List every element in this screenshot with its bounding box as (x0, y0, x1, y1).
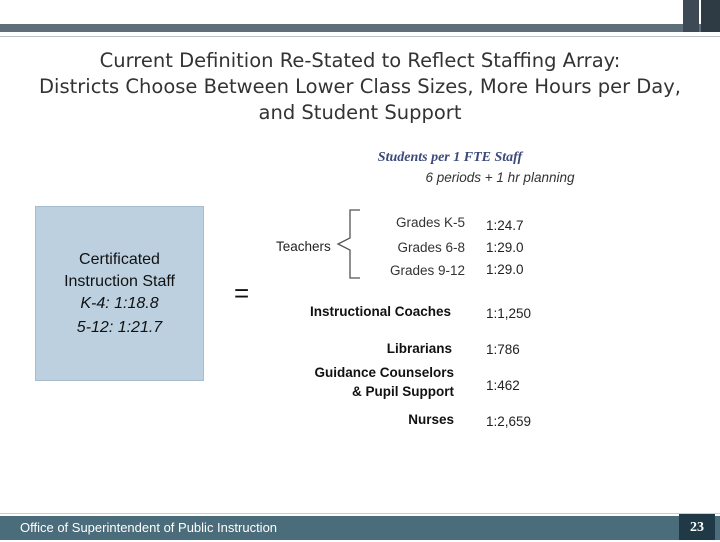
certificated-ratio-k4: K-4: 1:18.8 (80, 295, 159, 312)
footer-org-name: Office of Superintendent of Public Instr… (20, 520, 278, 535)
role-label-guidance-counselors: Guidance Counselors & Pupil Support (314, 365, 454, 399)
role-ratio-librarians: 1:786 (486, 342, 520, 357)
grade-label-912: Grades 9-12 (389, 263, 465, 278)
role-ratio-nurses: 1:2,659 (486, 414, 532, 429)
grade-ratio-k5: 1:24.7 (486, 218, 524, 233)
slide-title: Current Definition Re-Stated to Reflect … (39, 49, 681, 124)
subhead-students-per-fte: Students per 1 FTE Staff (377, 150, 523, 165)
header-divider (0, 36, 720, 37)
grades-brace-icon (336, 209, 360, 279)
equals-sign: = (234, 278, 250, 308)
role-label-nurses: Nurses (408, 412, 454, 427)
page-number-badge: 23 (679, 514, 715, 540)
header-accent-block-dark (701, 0, 720, 32)
subhead-periods: 6 periods + 1 hr planning (425, 170, 575, 185)
certificated-title: Certificated Instruction Staff (64, 251, 175, 290)
grade-ratio-68: 1:29.0 (486, 240, 524, 255)
footer-bar (0, 516, 720, 540)
role-label-instructional-coaches: Instructional Coaches (309, 304, 451, 319)
header-band (0, 24, 720, 32)
role-label-librarians: Librarians (386, 341, 452, 356)
header-area (0, 0, 720, 24)
certificated-ratio-512: 5-12: 1:21.7 (76, 319, 163, 336)
grade-label-68: Grades 6-8 (397, 240, 465, 255)
role-ratio-guidance-counselors: 1:462 (486, 378, 520, 393)
footer-divider (0, 513, 720, 514)
grade-label-k5: Grades K-5 (395, 215, 465, 230)
certificated-staff-box: Certificated Instruction Staff K-4: 1:18… (35, 206, 204, 381)
header-accent-block (683, 0, 699, 32)
role-ratio-instructional-coaches: 1:1,250 (486, 306, 532, 321)
teachers-label: Teachers (276, 239, 331, 254)
grade-ratio-912: 1:29.0 (486, 262, 524, 277)
